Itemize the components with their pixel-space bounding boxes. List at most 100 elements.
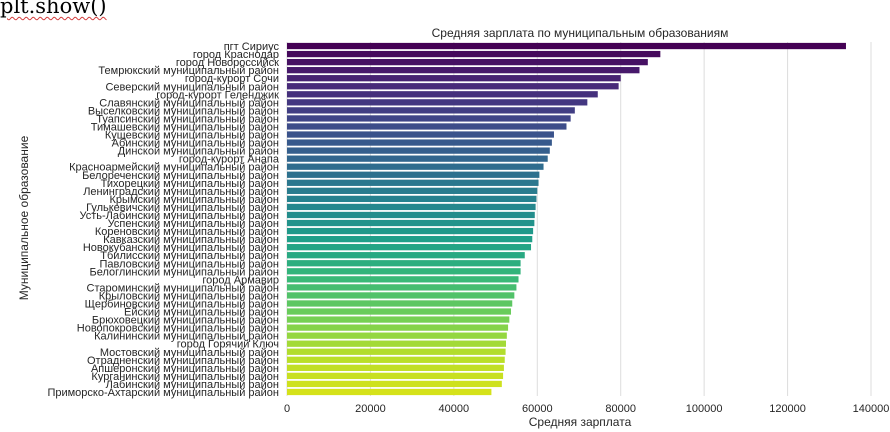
category-label: Новопокровский муниципальный район: [77, 323, 279, 335]
category-label: Калининский муниципальный район: [94, 331, 279, 343]
bars-group: [287, 42, 846, 396]
category-label: Отрадненский муниципальный район: [87, 355, 279, 367]
category-label: Щербиновский муниципальный район: [85, 298, 279, 310]
category-label: Крымский муниципальный район: [110, 194, 279, 206]
bar-18: [287, 187, 538, 194]
category-label: Гулькевичский муниципальный район: [86, 202, 279, 214]
category-label: Павловский муниципальный район: [100, 258, 279, 270]
bar-25: [287, 244, 532, 251]
bar-30: [287, 284, 517, 291]
bar-41: [287, 372, 504, 380]
category-label: Новокубанский муниципальный район: [83, 242, 279, 254]
bar-10: [287, 123, 567, 130]
category-label: Курганинский муниципальный район: [91, 371, 279, 383]
category-label: город-курорт Сочи: [185, 73, 279, 85]
bar-21: [287, 211, 535, 219]
category-label: город Горячий Ключ: [177, 339, 279, 351]
x-tick-labels: 0 20000 40000 60000 80000 100000 120000 140000: [284, 403, 889, 415]
bar-28: [287, 268, 521, 275]
category-label: Выселковский муниципальный район: [88, 105, 279, 117]
category-label: город Армавир: [202, 274, 279, 286]
bar-15: [287, 163, 544, 170]
category-label: город-курорт Анапа: [179, 154, 280, 166]
x-axis-title: Средняя зарплата: [529, 415, 632, 429]
bar-36: [287, 332, 507, 339]
bar-12: [287, 139, 552, 146]
bar-23: [287, 227, 534, 235]
y-axis-title: Муниципальное образование: [17, 135, 31, 300]
bar-5: [287, 83, 619, 90]
category-label: Усть-Лабинский муниципальный район: [79, 210, 279, 222]
category-label: Темрюкский муниципальный район: [98, 65, 279, 77]
x-tick-label: 120000: [769, 403, 806, 415]
category-label: Славянский муниципальный район: [99, 97, 279, 109]
bar-34: [287, 316, 510, 323]
category-label: Мостовский муниципальный район: [100, 347, 279, 359]
category-label: Лабинский муниципальный район: [106, 379, 279, 391]
bar-32: [287, 300, 513, 307]
bar-6: [287, 91, 598, 98]
category-label: Приморско-Ахтарский муниципальный район: [47, 387, 279, 399]
category-label: Белоглинский муниципальный район: [89, 266, 279, 278]
bar-13: [287, 147, 550, 154]
bar-2: [287, 58, 648, 66]
category-label: пгт Сириус: [224, 41, 280, 53]
bar-27: [287, 260, 521, 267]
category-label: город Краснодар: [193, 49, 279, 61]
bar-29: [287, 276, 519, 283]
bar-7: [287, 99, 588, 106]
bar-1: [287, 50, 661, 58]
category-label: Ейский муниципальный район: [124, 307, 279, 319]
category-label: Апшеронский муниципальный район: [91, 363, 279, 375]
x-tick-label: 140000: [853, 403, 890, 415]
bar-43: [287, 388, 492, 396]
bar-8: [287, 107, 575, 114]
bar-24: [287, 235, 533, 243]
bar-37: [287, 340, 506, 347]
chart-title: Средняя зарплата по муниципальным образо…: [432, 26, 729, 40]
bar-39: [287, 356, 505, 363]
bar-11: [287, 131, 554, 138]
bar-33: [287, 308, 512, 315]
category-label: Тимашевский муниципальный район: [91, 121, 279, 133]
bar-14: [287, 155, 548, 162]
category-label: город Новороссийск: [176, 57, 279, 69]
category-label: Староминский муниципальный район: [87, 282, 279, 294]
bar-0: [287, 42, 846, 50]
category-label: Кореновский муниципальный район: [95, 226, 279, 238]
category-label: Туапсинский муниципальный район: [96, 113, 279, 125]
x-tick-label: 80000: [605, 403, 636, 415]
category-label: Красноармейский муниципальный район: [69, 162, 279, 174]
category-label: Брюховецкий муниципальный район: [92, 315, 279, 327]
bar-16: [287, 171, 540, 178]
code-line-text: plt.show(): [0, 0, 107, 18]
x-tick-label: 60000: [522, 403, 553, 415]
x-tick-label: 0: [284, 403, 290, 415]
category-label: Крыловский муниципальный район: [99, 290, 279, 302]
bar-38: [287, 348, 506, 355]
category-label: Динской муниципальный район: [118, 146, 279, 158]
category-label: Успенский муниципальный район: [108, 218, 279, 230]
category-label: Кавказский муниципальный район: [103, 234, 279, 246]
bar-42: [287, 380, 502, 388]
bar-26: [287, 252, 525, 259]
category-label: Ленинградский муниципальный район: [83, 186, 279, 198]
bar-4: [287, 75, 621, 82]
bar-20: [287, 203, 536, 211]
bar-3: [287, 67, 640, 74]
bar-19: [287, 195, 537, 203]
category-label: Тихорецкий муниципальный район: [101, 178, 279, 190]
category-label: Тбилисский муниципальный район: [100, 250, 279, 262]
bar-31: [287, 292, 515, 299]
bar-9: [287, 115, 571, 122]
bar-17: [287, 179, 539, 186]
x-tick-label: 20000: [355, 403, 386, 415]
bar-22: [287, 219, 535, 227]
x-tick-label: 100000: [686, 403, 723, 415]
x-tick-label: 40000: [439, 403, 470, 415]
bar-35: [287, 324, 509, 331]
category-label: Белореченский муниципальный район: [82, 170, 279, 182]
category-label: Кущевский муниципальный район: [105, 130, 279, 142]
